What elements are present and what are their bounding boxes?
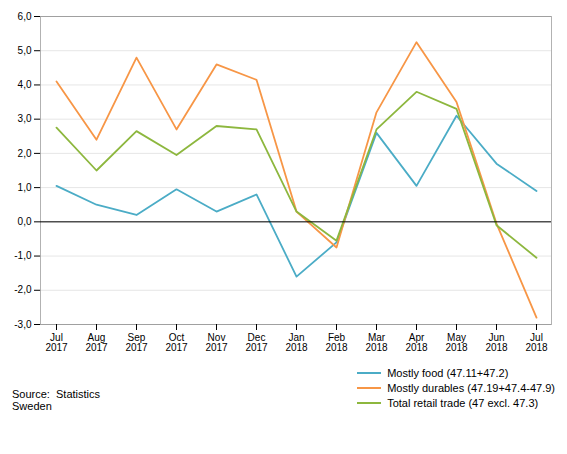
html-text:Mostly durables (47.19+47.4-47: Mostly durables (47.19+47.4-47.9) [387,382,555,394]
svg-text:2,0: 2,0 [18,148,32,159]
svg-text:Nov2017: Nov2017 [205,332,228,353]
svg-text:-3,0: -3,0 [14,319,32,330]
svg-text:May2018: May2018 [445,332,468,353]
html-text:Total retail trade (47 excl. 4: Total retail trade (47 excl. 47.3) [387,397,539,409]
svg-text:Apr2018: Apr2018 [405,332,428,353]
svg-text:6,0: 6,0 [18,11,32,22]
svg-text:Sep2017: Sep2017 [125,332,148,353]
svg-text:-1,0: -1,0 [14,250,32,261]
svg-text:Jul2018: Jul2018 [525,332,548,353]
svg-text:Jun2018: Jun2018 [485,332,508,353]
svg-text:Aug2017: Aug2017 [85,332,108,353]
svg-text:0,0: 0,0 [18,216,32,227]
svg-text:Dec2017: Dec2017 [245,332,268,353]
svg-text:Mar2018: Mar2018 [365,332,388,353]
svg-text:5,0: 5,0 [18,45,32,56]
svg-text:3,0: 3,0 [18,113,32,124]
svg-text:-2,0: -2,0 [14,284,32,295]
svg-text:Oct2017: Oct2017 [165,332,188,353]
svg-text:1,0: 1,0 [18,182,32,193]
svg-text:Jul2017: Jul2017 [45,332,68,353]
html-text:Source: Statistics Sweden: Source: Statistics Sweden [12,388,100,412]
html-text:Mostly food (47.11+47.2): Mostly food (47.11+47.2) [387,367,509,379]
svg-text:Feb2018: Feb2018 [325,332,348,353]
svg-text:Jan2018: Jan2018 [285,332,308,353]
svg-text:4,0: 4,0 [18,79,32,90]
